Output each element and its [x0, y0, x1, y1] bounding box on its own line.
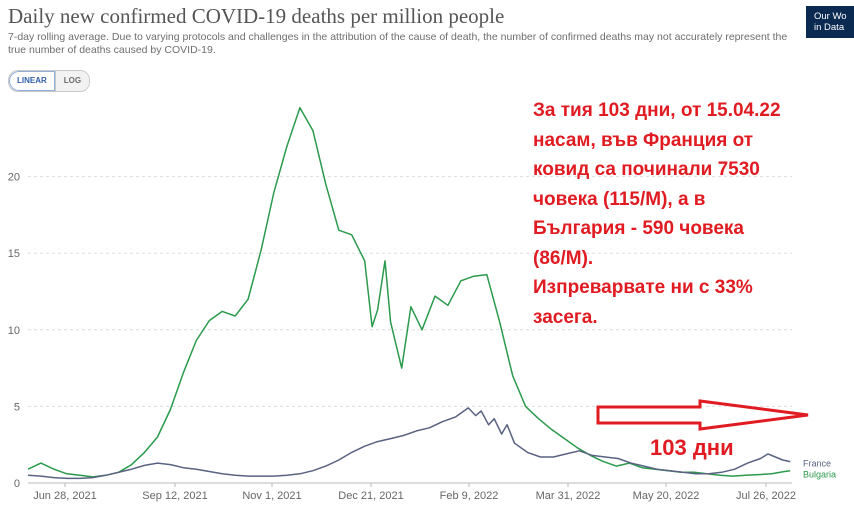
logo-line-1: Our Wo: [814, 11, 847, 22]
x-tick-label: Feb 9, 2022: [440, 490, 499, 502]
owid-logo[interactable]: Our Wo in Data: [806, 6, 854, 38]
y-tick-label: 10: [8, 325, 20, 337]
annotation-line: ковид са починали 7530: [533, 159, 760, 180]
x-axis-ticks: Jun 28, 2021 Sep 12, 2021 Nov 1, 2021 Dec 2…: [33, 483, 796, 502]
x-tick-label: Jul 26, 2022: [736, 490, 796, 502]
log-scale-button[interactable]: LOG: [55, 71, 90, 91]
annotation-line: За тия 103 дни, от 15.04.22: [533, 100, 781, 121]
x-tick-label: Mar 31, 2022: [536, 490, 601, 502]
annotation-line: Изпреварвате ни с 33%: [533, 277, 753, 298]
logo-line-2: in Data: [814, 22, 845, 33]
y-axis-ticks: 0 5 10 15 20: [8, 172, 20, 490]
annotation-arrow-layer: [596, 399, 809, 431]
chart-subtitle: 7-day rolling average. Due to varying pr…: [8, 31, 788, 56]
annotation-line: човека (115/М), а в: [533, 188, 706, 210]
linear-scale-button[interactable]: LINEAR: [9, 71, 56, 91]
chart-title: Daily new confirmed COVID-19 deaths per …: [8, 4, 505, 28]
x-tick-label: Sep 12, 2021: [142, 490, 207, 502]
legend-label-france: France: [803, 459, 831, 469]
legend-label-bulgaria: Bulgaria: [803, 470, 836, 480]
series-layer: [27, 106, 791, 480]
y-tick-label: 20: [8, 172, 20, 184]
x-tick-label: Nov 1, 2021: [242, 490, 301, 502]
annotation-text-block: За тия 103 дни, от 15.04.22 насам, във Ф…: [533, 96, 833, 332]
y-tick-label: 0: [14, 478, 20, 490]
annotation-line: България - 590 човека: [533, 218, 745, 239]
annotation-line: насам, във Франция от: [533, 129, 754, 151]
y-tick-label: 5: [14, 401, 20, 413]
x-tick-label: Jun 28, 2021: [33, 490, 97, 502]
series-line-france: [27, 407, 791, 480]
scale-toggle: LINEAR LOG: [8, 70, 91, 92]
annotation-line: (86/М).: [533, 247, 594, 269]
annotation-arrow: [596, 399, 809, 431]
y-tick-label: 15: [8, 248, 20, 260]
x-tick-label: Dec 21, 2021: [338, 490, 403, 502]
grid-layer: [28, 176, 792, 484]
days-annotation-label: 103 дни: [650, 435, 734, 460]
annotation-line: засега.: [533, 306, 598, 328]
x-tick-label: May 20, 2022: [633, 490, 700, 502]
